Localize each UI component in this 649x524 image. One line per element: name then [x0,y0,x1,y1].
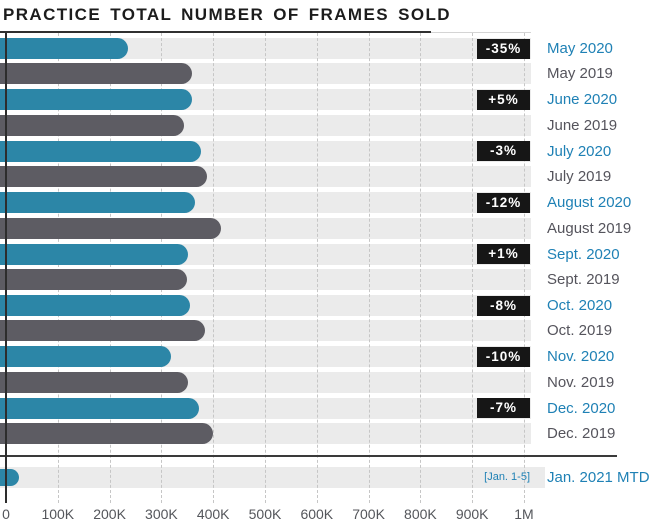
grid-line [161,33,163,503]
x-axis-tick: 100K [41,506,75,522]
bar-label-2019: June 2019 [547,116,618,134]
bar-label-2020: Oct. 2020 [547,297,613,314]
bar-2019 [0,371,189,393]
x-axis-tick: 700K [352,506,385,522]
bar-label-2019: July 2019 [547,168,612,186]
bar-label-2020: Nov. 2020 [547,348,615,366]
x-axis-tick: 800K [404,506,437,522]
x-axis-tick: 0 [2,506,10,522]
grid-line [57,33,59,503]
bar-label-2019: Sept. 2019 [547,271,620,288]
change-badge: +5% [477,89,530,110]
grid-line [472,33,474,503]
bar-2020 [0,38,128,59]
bar-label-2020: July 2020 [547,142,612,160]
bar-label-2019: May 2019 [547,65,613,83]
mtd-note: [Jan. 1-5] [484,471,530,483]
bar-2019 [0,320,206,342]
bar-2020 [0,295,190,316]
bar-label-2020: August 2020 [547,194,632,212]
bar-2019 [0,217,221,239]
grid-line [213,33,215,503]
change-badge: -3% [477,141,530,162]
separator-line [0,455,617,457]
bar-label-2019: August 2019 [547,219,632,237]
grid-line [316,33,318,503]
bar-2019 [0,63,193,85]
x-axis-tick: 500K [248,506,282,522]
plot-area: -35% May 2020 May 2019 +5% June 2020 June 201… [0,33,649,524]
change-badge: -8% [477,295,530,316]
bar-label-2020: May 2020 [547,40,613,57]
bar-label-2019: Dec. 2019 [547,425,616,443]
x-axis-tick: 300K [145,506,178,522]
mtd-label: Jan. 2021 MTD [547,469,649,486]
change-badge: -10% [477,346,530,367]
change-badge: -35% [477,38,530,59]
mtd-bar [0,469,19,486]
grid-line [368,33,370,503]
y-axis-line [5,33,7,503]
change-badge: -7% [477,398,530,419]
grid-line [265,33,266,503]
bar-label-2020: Sept. 2020 [547,245,620,263]
x-axis-tick: 600K [300,506,334,522]
bar-2020 [0,89,193,111]
bar-label-2020: Dec. 2020 [547,399,616,417]
bar-2020 [0,243,189,265]
title-underline [0,31,431,33]
change-badge: -12% [477,192,530,213]
x-axis-tick: 400K [196,506,230,522]
bar-label-2020: June 2020 [547,91,618,109]
grid-line [420,33,422,503]
chart-top-border [431,32,531,33]
bar-2019 [0,423,214,445]
change-badge: +1% [477,244,530,265]
bar-2019 [0,114,184,136]
mtd-track [0,467,545,488]
bar-2019 [0,166,207,188]
x-axis-tick: 200K [93,506,126,522]
bar-2020 [0,192,196,214]
bar-2020 [0,397,199,419]
grid-line [524,33,525,503]
chart-title: PRACTICE TOTAL NUMBER OF FRAMES SOLD [3,5,451,24]
bar-2020 [0,346,171,368]
grid-line [109,33,111,503]
bar-label-2019: Oct. 2019 [547,322,613,340]
bar-2019 [0,269,187,290]
x-axis-tick: 1M [514,506,534,522]
bar-2020 [0,140,202,162]
bar-label-2019: Nov. 2019 [547,373,615,391]
x-axis-tick: 900K [455,506,489,522]
